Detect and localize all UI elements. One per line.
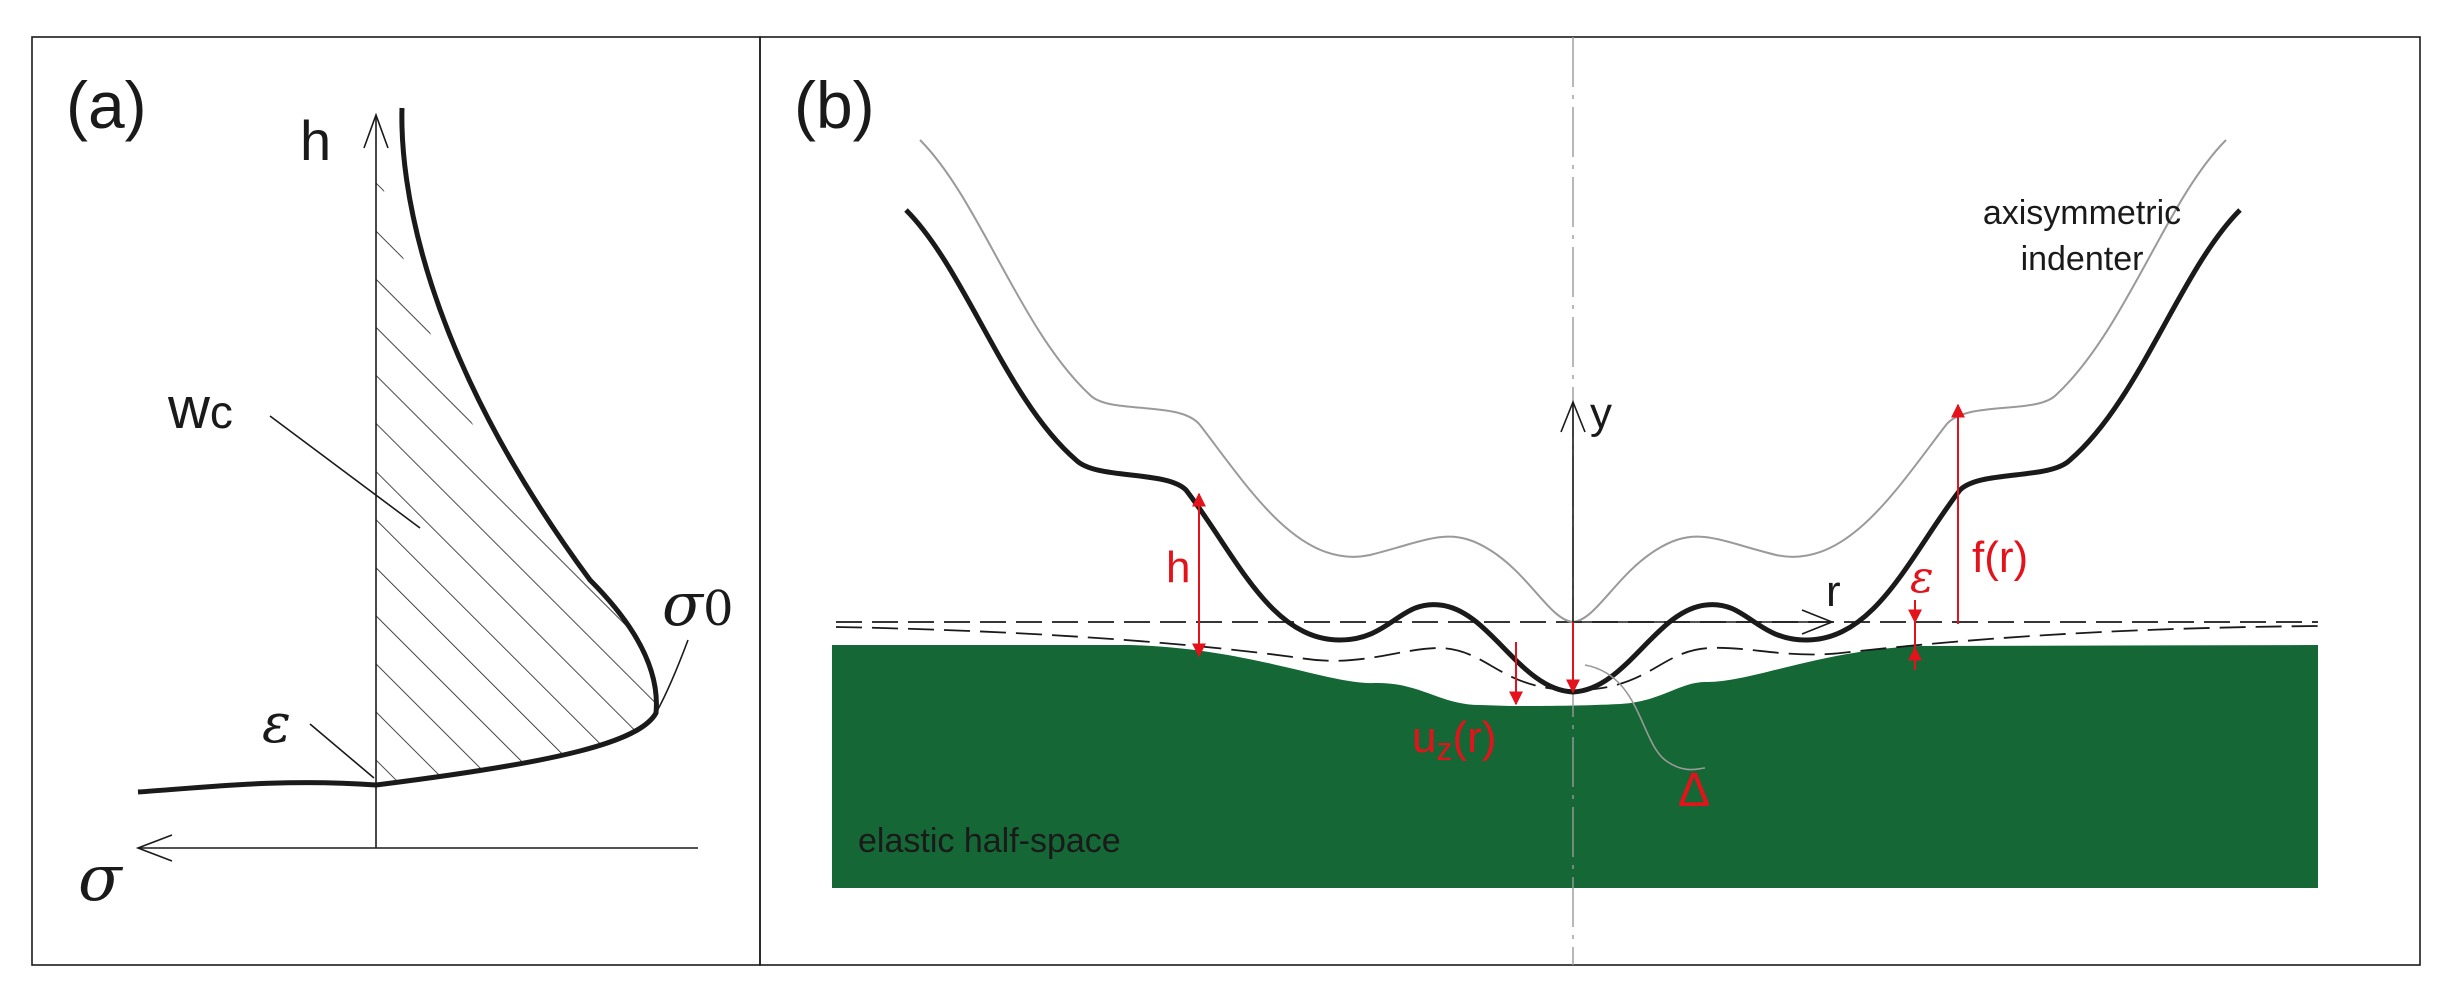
delta-label: Δ: [1678, 764, 1710, 817]
indenter-label-line2: indenter: [2021, 240, 2144, 278]
r-axis-label: r: [1826, 567, 1841, 616]
panel-b-tag: (b): [794, 68, 875, 142]
indenter-label-line1: axisymmetric: [1983, 194, 2181, 232]
panel-a-tag: (a): [66, 68, 147, 142]
epsilon-label-b: ε: [1910, 552, 1934, 603]
elastic-half-space-label: elastic half-space: [858, 822, 1121, 860]
epsilon-leader-line: [310, 724, 374, 778]
epsilon-label-a: ε: [262, 692, 291, 755]
y-axis-label: y: [1590, 389, 1612, 438]
sigma0-leader-line: [656, 640, 688, 713]
h-axis-label: h: [300, 109, 331, 172]
uz-label: uz(r): [1412, 713, 1496, 767]
sigma0-label: σ0: [662, 570, 734, 640]
wc-label: wc: [167, 376, 233, 441]
sigma-axis-label: σ: [78, 842, 124, 916]
f-r-label: f(r): [1972, 533, 2028, 582]
h-gap-label: h: [1166, 543, 1190, 592]
